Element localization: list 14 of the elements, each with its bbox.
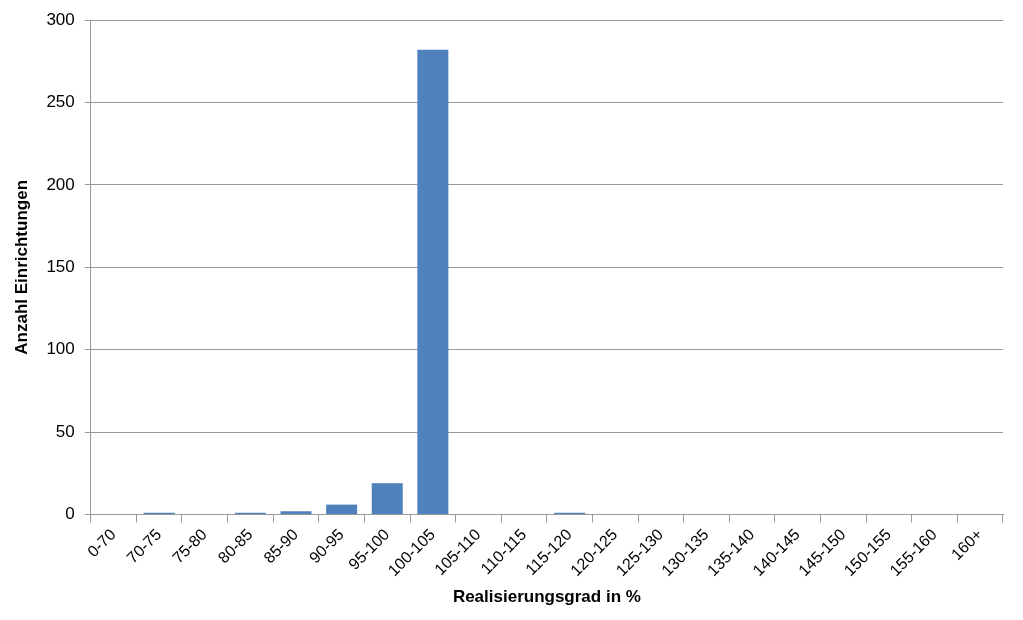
y-tick-label: 100 [46,339,75,359]
bar [326,504,358,514]
y-tick-label: 0 [65,504,75,524]
y-tick-label: 200 [46,174,75,194]
y-axis-title: Anzahl Einrichtungen [11,179,31,355]
x-axis-title: Realisierungsgrad in % [452,587,641,607]
bar [280,511,312,514]
y-tick-label: 250 [46,92,75,112]
y-tick-label: 150 [46,257,75,277]
y-tick-label: 50 [55,421,75,441]
bar [417,49,449,514]
x-tick-label: 0-70 [84,525,119,561]
y-tick-label: 300 [46,9,75,29]
bar [371,483,403,514]
